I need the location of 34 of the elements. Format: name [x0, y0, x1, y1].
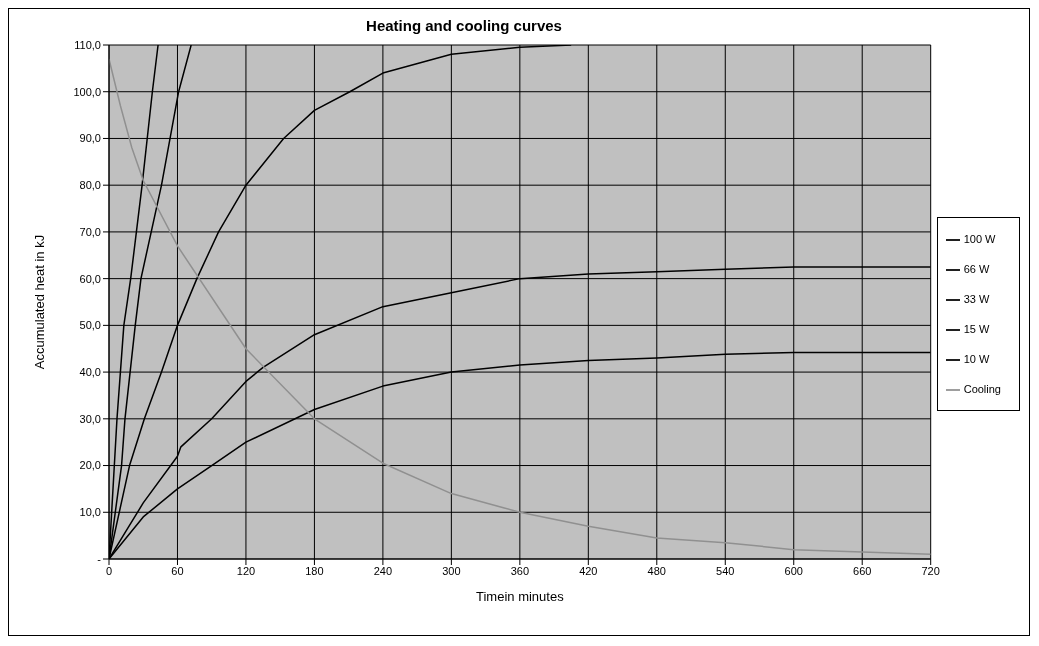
x-tick-label: 660: [853, 564, 872, 577]
y-tick-label: 20,0: [79, 459, 101, 472]
y-tick-label: 90,0: [79, 132, 101, 145]
x-tick-label: 0: [105, 564, 113, 577]
y-tick-label: 100,0: [73, 85, 101, 98]
x-tick-label: 600: [784, 564, 803, 577]
y-tick-label: -: [97, 552, 102, 565]
x-tick-label: 60: [171, 564, 184, 577]
y-tick-label: 60,0: [79, 272, 101, 285]
x-tick-label: 300: [442, 564, 461, 577]
x-tick-label: 420: [579, 564, 598, 577]
y-tick-label: 80,0: [79, 179, 101, 192]
x-tick-label: 240: [373, 564, 393, 577]
y-tick-label: 30,0: [79, 412, 101, 425]
y-axis-title: Accumulated heat in kJ: [31, 234, 47, 370]
legend-label: 100 W: [963, 233, 996, 245]
legend-label: 66 W: [963, 263, 990, 275]
x-tick-label: 480: [647, 564, 666, 577]
y-tick-label: 10,0: [79, 506, 101, 519]
y-tick-label: 70,0: [79, 225, 101, 238]
x-axis-title: Timein minutes: [476, 589, 565, 604]
y-tick-label: 50,0: [79, 319, 101, 332]
y-tick-label: 40,0: [79, 366, 101, 378]
x-tick-label: 120: [236, 564, 256, 577]
chart-title: Heating and cooling curves: [365, 17, 563, 34]
x-tick-label: 180: [305, 564, 324, 577]
legend-label: Cooling: [963, 383, 1001, 395]
x-tick-label: 720: [921, 564, 940, 577]
legend-label: 33 W: [963, 293, 990, 305]
y-tick-label: 110,0: [74, 38, 101, 51]
legend-label: 10 W: [963, 353, 990, 365]
x-tick-label: 540: [716, 564, 735, 577]
legend-label: 15 W: [963, 323, 990, 335]
x-tick-label: 360: [510, 564, 530, 577]
